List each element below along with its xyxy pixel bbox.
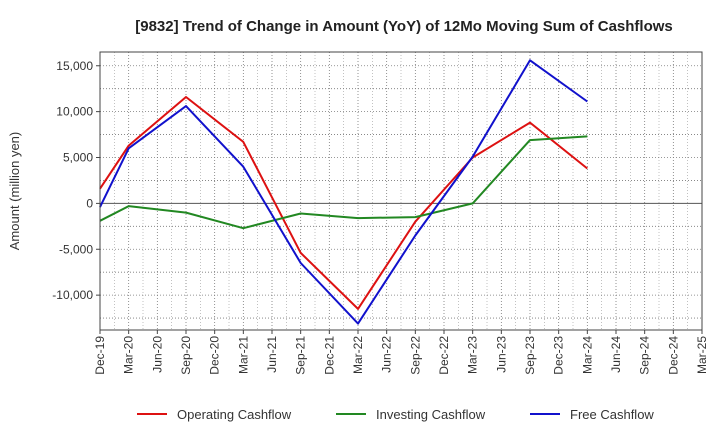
plot-frame [99, 51, 703, 331]
x-tick-label: Mar-21 [236, 336, 250, 374]
x-tick-label: Dec-21 [322, 336, 336, 375]
y-tick-label: -5,000 [59, 242, 93, 256]
x-tick-label: Mar-20 [122, 336, 136, 374]
x-tick-label: Jun-20 [150, 336, 164, 373]
series-line-free-cashflow [99, 59, 588, 325]
legend-label: Investing Cashflow [376, 407, 486, 422]
x-tick-label: Jun-23 [494, 336, 508, 373]
x-tick-label: Sep-24 [638, 336, 652, 375]
x-tick-label: Sep-22 [408, 336, 422, 375]
x-tick-label: Dec-19 [93, 336, 107, 375]
x-tick-label: Sep-23 [523, 336, 537, 375]
legend: Operating Cashflow Investing Cashflow Free… [137, 407, 654, 422]
y-tick-label: 10,000 [56, 105, 93, 119]
series-lines [99, 59, 588, 325]
y-tick-label: -10,000 [52, 288, 93, 302]
x-tick-label: Dec-24 [666, 336, 680, 375]
x-tick-label: Sep-21 [294, 336, 308, 375]
x-tick-label: Mar-25 [695, 336, 709, 374]
x-tick-label: Dec-20 [208, 336, 222, 375]
x-tick-label: Jun-21 [265, 336, 279, 373]
x-tick-label: Jun-22 [380, 336, 394, 373]
y-tick-label: 0 [86, 196, 93, 210]
x-tick-label: Mar-22 [351, 336, 365, 374]
x-tick-labels: Dec-19 Mar-20 Jun-20 Sep-20 Dec-20 Mar-21 Jun-… [93, 330, 709, 375]
legend-label: Free Cashflow [570, 407, 654, 422]
y-tick-label: 5,000 [63, 151, 93, 165]
x-tick-label: Sep-20 [179, 336, 193, 375]
x-tick-label: Dec-23 [552, 336, 566, 375]
y-tick-labels: 15,000 10,000 5,000 0 -5,000 -10,000 [52, 59, 100, 302]
series-line-operating-cashflow [99, 96, 588, 310]
chart-title: [9832] Trend of Change in Amount (YoY) o… [135, 18, 673, 35]
x-tick-label: Mar-24 [580, 336, 594, 374]
legend-label: Operating Cashflow [177, 407, 292, 422]
x-tick-label: Mar-23 [466, 336, 480, 374]
y-axis-label: Amount (million yen) [7, 132, 22, 251]
series-line-investing-cashflow [99, 135, 588, 230]
y-tick-label: 15,000 [56, 59, 93, 73]
grid-lines [99, 52, 703, 330]
x-tick-label: Jun-24 [609, 336, 623, 373]
x-tick-label: Dec-22 [437, 336, 451, 375]
